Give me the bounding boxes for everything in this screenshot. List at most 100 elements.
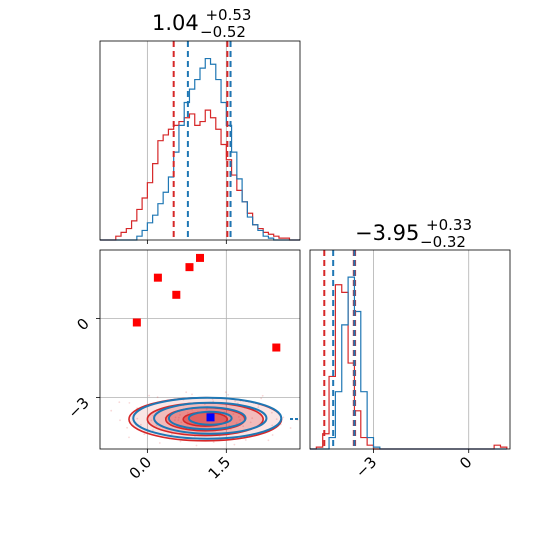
sample-point: [185, 391, 188, 394]
sample-point: [126, 426, 128, 429]
sample-point: [249, 421, 252, 424]
y-ticks: 0 −3: [64, 315, 100, 422]
x-tick-label: 1.5: [205, 453, 235, 483]
sample-point: [155, 424, 158, 427]
sample-point: [271, 434, 274, 436]
x-ticks: [146, 240, 227, 244]
sample-point: [260, 397, 263, 400]
point-markers: [132, 253, 281, 422]
sample-point: [271, 411, 273, 414]
sample-point: [110, 409, 113, 412]
blue-contour-level: [132, 396, 283, 440]
sample-point: [174, 416, 177, 419]
red-histogram: [100, 109, 300, 241]
title-minus: −0.52: [200, 23, 246, 41]
density-contours: [110, 391, 299, 447]
x-tick-label: −3: [352, 453, 380, 481]
title-minus: −0.32: [420, 233, 466, 251]
sample-point: [150, 419, 153, 422]
sample-point: [179, 414, 181, 416]
sample-point: [170, 433, 173, 435]
x-ticks: 0.0 1.5: [126, 449, 235, 483]
sample-point: [186, 412, 189, 414]
title-plus: +0.33: [426, 216, 472, 234]
sample-point: [156, 396, 159, 399]
sample-point: [179, 440, 182, 443]
panel-param1-histogram: 1.04 +0.53 −0.52: [99, 1, 301, 244]
red-square-marker: [272, 343, 281, 352]
sample-point: [191, 393, 193, 396]
blue-square-marker: [206, 413, 215, 422]
sample-point: [239, 419, 242, 421]
blue-histogram: [100, 57, 300, 241]
sample-point: [174, 419, 176, 422]
sample-point: [195, 444, 198, 447]
sample-point: [191, 408, 194, 411]
sample-point: [227, 393, 230, 396]
sample-point: [158, 442, 161, 444]
sample-point: [177, 419, 180, 421]
red-square-marker: [132, 318, 141, 327]
sample-point: [224, 391, 227, 394]
sample-point: [180, 421, 183, 424]
sample-point: [261, 394, 264, 397]
sample-point: [234, 400, 237, 402]
title-value: −3.95: [355, 221, 419, 245]
sample-point: [242, 425, 245, 428]
title-value: 1.04: [152, 11, 199, 35]
red-histogram: [310, 284, 508, 450]
red-square-marker: [172, 290, 181, 299]
x-tick-label: 0.0: [126, 453, 156, 483]
sample-point: [128, 402, 131, 404]
axes-frame: [309, 249, 511, 450]
blue-contour-level: [153, 401, 268, 435]
sample-point: [289, 427, 292, 429]
red-square-marker: [196, 253, 204, 262]
axes-frame: [99, 249, 301, 450]
sample-point: [235, 422, 238, 424]
sample-point: [118, 401, 121, 404]
sample-point: [233, 443, 236, 446]
red-square-marker: [185, 263, 194, 272]
sample-point: [212, 441, 215, 444]
y-tick-label: −3: [64, 394, 92, 422]
quantile-lines: [323, 250, 357, 449]
histograms: [310, 276, 508, 450]
sample-point: [232, 413, 235, 415]
panel-title-param2: −3.95 +0.33 −0.32: [355, 211, 479, 251]
blue-contour-level: [167, 406, 247, 431]
sample-point: [143, 433, 146, 436]
x-tick-label: 0: [456, 453, 475, 472]
sample-point: [271, 424, 274, 427]
panel-title-param1: 1.04 +0.53 −0.52: [152, 1, 258, 41]
sample-point: [140, 423, 142, 426]
y-tick-label: 0: [73, 315, 92, 334]
sample-point: [238, 416, 240, 418]
sample-point: [119, 419, 121, 422]
sample-point: [178, 416, 180, 419]
sample-point: [257, 406, 260, 409]
blue-histogram: [310, 276, 507, 450]
sample-point: [267, 439, 270, 442]
panel-param1-vs-param2: 0.0 1.5 0 −3: [64, 249, 301, 483]
x-ticks: −3 0: [352, 449, 476, 481]
sample-point: [275, 418, 278, 420]
sample-point: [282, 416, 285, 419]
sample-point: [251, 417, 254, 419]
axes-frame: [99, 40, 301, 241]
sample-point: [205, 408, 208, 411]
red-square-marker: [153, 273, 162, 282]
grid-lines: [146, 41, 227, 240]
quantile-lines: [172, 41, 232, 240]
sample-point: [152, 429, 154, 431]
sample-point: [228, 424, 231, 427]
blue-contour-level: [187, 410, 233, 426]
sample-point: [244, 439, 247, 441]
panel-param2-histogram: −3 0 −3.95 +0.33 −0.32: [309, 211, 511, 481]
title-plus: +0.53: [205, 6, 251, 24]
sample-point: [136, 417, 139, 420]
histograms: [100, 57, 300, 241]
grid-lines: [373, 250, 470, 449]
sample-point: [128, 436, 130, 439]
